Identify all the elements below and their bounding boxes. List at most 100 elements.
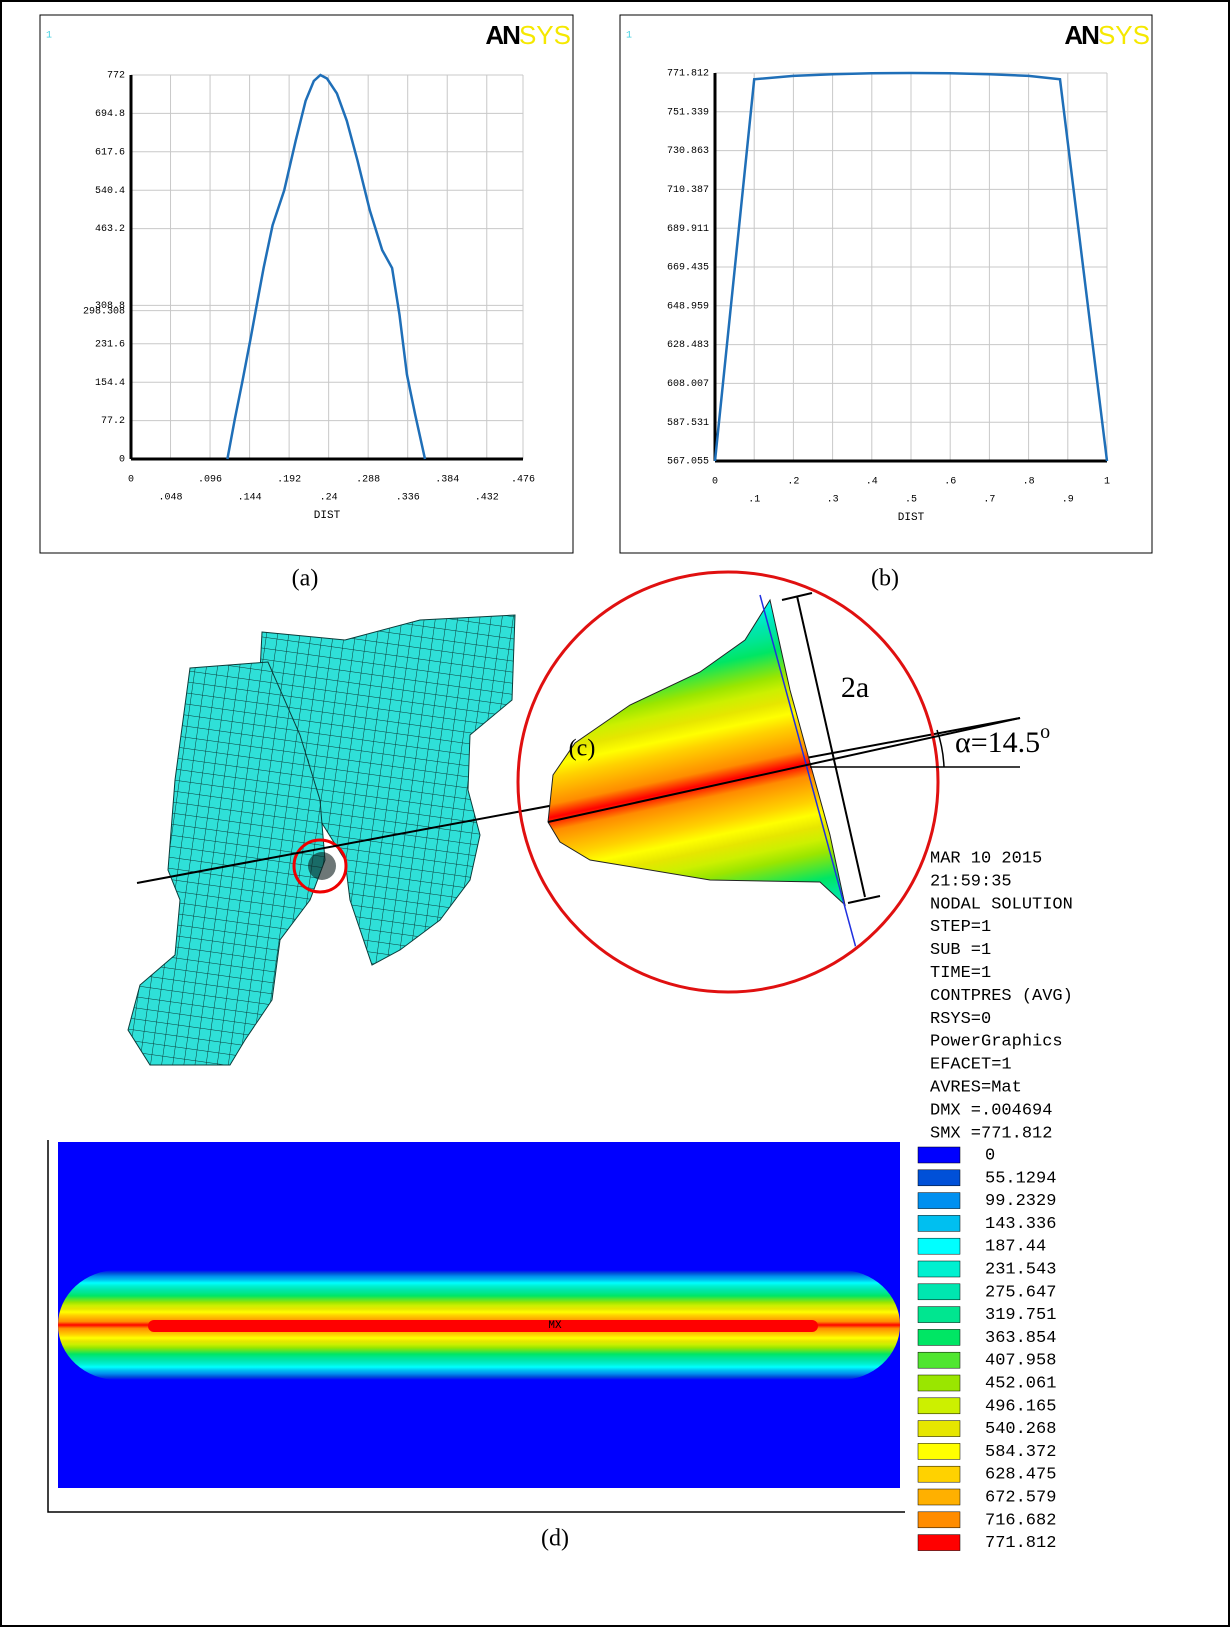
x-tick-label: 0 — [128, 475, 134, 486]
x-axis-label: DIST — [314, 510, 341, 522]
x-tick-label: .9 — [1062, 495, 1074, 506]
legend-level: 496.165 — [985, 1397, 1056, 1416]
legend-swatch — [918, 1170, 960, 1186]
legend-level: 628.475 — [985, 1466, 1056, 1485]
info-line: SMX =771.812 — [930, 1124, 1052, 1143]
y-tick-label: 0 — [119, 455, 125, 466]
logo-part: AN — [485, 20, 520, 50]
caption: (a) — [292, 566, 319, 592]
contour-plot — [48, 1140, 905, 1512]
info-line: TIME=1 — [930, 964, 991, 983]
logo-part: SYS — [519, 20, 571, 50]
y-tick-label: 772 — [107, 71, 125, 82]
legend-level: 187.44 — [985, 1238, 1046, 1257]
x-tick-label: .096 — [198, 475, 222, 486]
legend-swatch — [918, 1398, 960, 1414]
angle-degree: o — [1040, 721, 1050, 743]
width-label: 2a — [841, 671, 869, 704]
legend-swatch — [918, 1466, 960, 1482]
contour-legend: MAR 10 2015 21:59:35 NODAL SOLUTION STEP=1 S… — [918, 849, 1073, 1553]
x-tick-label: .288 — [356, 475, 380, 486]
info-line: DMX =.004694 — [930, 1101, 1052, 1120]
legend-level: 540.268 — [985, 1420, 1056, 1439]
legend-swatch — [918, 1147, 960, 1163]
x-tick-label: .2 — [787, 477, 799, 488]
figure: 2a α=14.5o (c) MX (d) 1ANSYS0.048.096.14… — [0, 0, 1230, 1627]
legend-level: 771.812 — [985, 1534, 1056, 1553]
y-tick-label: 689.911 — [667, 224, 709, 235]
info-line: NODAL SOLUTION — [930, 895, 1073, 914]
legend-swatch — [918, 1443, 960, 1459]
legend-swatch — [918, 1215, 960, 1231]
info-line: EFACET=1 — [930, 1056, 1012, 1075]
x-tick-label: .8 — [1023, 477, 1035, 488]
x-tick-label: .5 — [905, 495, 917, 506]
x-tick-label: .24 — [320, 493, 338, 504]
logo: ANSYS — [485, 20, 571, 50]
x-tick-label: 0 — [712, 477, 718, 488]
legend-swatch — [918, 1238, 960, 1254]
max-label: MX — [548, 1320, 562, 1332]
angle-label: α=14.5o — [955, 721, 1050, 759]
legend-level: 275.647 — [985, 1283, 1056, 1302]
angle-text: α=14.5 — [955, 726, 1040, 759]
legend-level: 0 — [985, 1146, 995, 1165]
legend-level: 363.854 — [985, 1329, 1056, 1348]
y-tick-label: 77.2 — [101, 416, 125, 427]
legend-level: 407.958 — [985, 1352, 1056, 1371]
legend-level: 55.1294 — [985, 1169, 1056, 1188]
legend-swatch — [918, 1329, 960, 1345]
x-tick-label: 1 — [1104, 477, 1110, 488]
y-tick-label: 628.483 — [667, 340, 709, 351]
legend-swatch — [918, 1535, 960, 1551]
legend-level: 452.061 — [985, 1374, 1056, 1393]
x-tick-label: .384 — [435, 475, 459, 486]
legend-level: 319.751 — [985, 1306, 1056, 1325]
legend-swatch — [918, 1261, 960, 1277]
legend-level: 143.336 — [985, 1215, 1056, 1234]
legend-swatch — [918, 1421, 960, 1437]
legend-level: 584.372 — [985, 1443, 1056, 1462]
legend-swatch — [918, 1352, 960, 1368]
y-tick-label: 617.6 — [95, 147, 125, 158]
legend-swatch — [918, 1489, 960, 1505]
y-tick-label: 154.4 — [95, 378, 125, 389]
x-tick-label: .476 — [511, 475, 535, 486]
logo-part: AN — [1064, 20, 1099, 50]
y-tick-label: 730.863 — [667, 146, 709, 157]
y-tick-label: 669.435 — [667, 263, 709, 274]
info-line: 21:59:35 — [930, 872, 1012, 891]
y-tick-label: 751.339 — [667, 107, 709, 118]
window-number: 1 — [46, 31, 52, 42]
x-tick-label: .336 — [396, 493, 420, 504]
y-tick-label: 463.2 — [95, 224, 125, 235]
info-line: CONTPRES (AVG) — [930, 987, 1073, 1006]
x-tick-label: .7 — [983, 495, 995, 506]
info-line: PowerGraphics — [930, 1033, 1063, 1052]
y-tick-label: 308.8 — [95, 301, 125, 312]
y-tick-label: 710.387 — [667, 185, 709, 196]
caption: (d) — [541, 1526, 569, 1552]
x-tick-label: .4 — [866, 477, 878, 488]
y-tick-label: 694.8 — [95, 109, 125, 120]
info-line: STEP=1 — [930, 918, 991, 937]
x-tick-label: .048 — [159, 493, 183, 504]
caption: (b) — [871, 566, 899, 592]
info-line: AVRES=Mat — [930, 1078, 1022, 1097]
legend-swatch — [918, 1375, 960, 1391]
y-tick-label: 771.812 — [667, 69, 709, 80]
x-tick-label: .144 — [238, 493, 262, 504]
info-line: MAR 10 2015 — [930, 849, 1042, 868]
y-tick-label: 540.4 — [95, 186, 125, 197]
window-number: 1 — [626, 31, 632, 42]
y-tick-label: 587.531 — [667, 418, 709, 429]
y-tick-label: 567.055 — [667, 457, 709, 468]
legend-level: 672.579 — [985, 1488, 1056, 1507]
legend-swatch — [918, 1284, 960, 1300]
legend-level: 231.543 — [985, 1260, 1056, 1279]
info-line: SUB =1 — [930, 941, 991, 960]
x-tick-label: .6 — [944, 477, 956, 488]
x-tick-label: .3 — [827, 495, 839, 506]
x-tick-label: .192 — [277, 475, 301, 486]
legend-swatch — [918, 1193, 960, 1209]
